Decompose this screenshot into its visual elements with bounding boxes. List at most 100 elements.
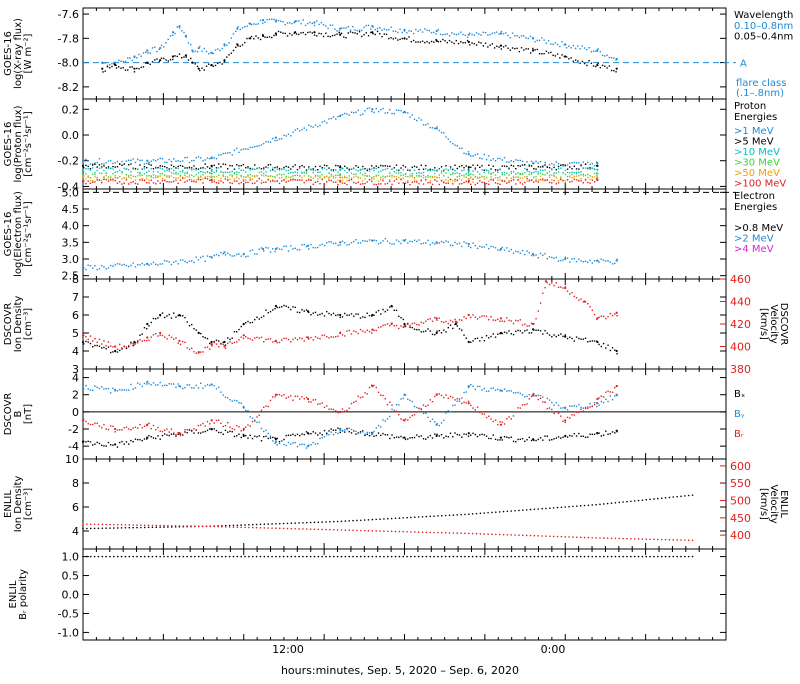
point-mark [573,171,576,174]
point-mark [319,244,321,246]
point-mark [373,178,375,180]
point-mark [193,168,195,170]
point-mark [483,169,485,171]
point-mark [263,175,265,177]
point-mark [193,387,195,389]
point-mark [422,322,425,324]
data-point [197,46,200,50]
point-mark [375,386,377,389]
point-mark [332,408,335,411]
point-mark [503,331,506,333]
point-mark [357,176,359,178]
point-mark [436,422,438,425]
point-mark [420,164,422,167]
legend-entry: Bₓ [734,389,745,400]
point-mark [132,427,134,429]
point-mark [422,412,425,415]
point-mark [380,313,382,315]
point-mark [429,169,431,172]
point-mark [130,177,132,179]
point-mark [391,408,393,411]
point-mark [510,320,512,322]
point-mark [105,178,107,181]
ytick-label: -8.0 [58,57,79,70]
data-point [435,331,438,335]
point-mark [247,175,249,178]
point-mark [362,330,364,332]
point-mark [121,264,123,266]
point-mark [528,180,530,183]
point-mark [551,401,553,404]
point-mark [254,175,256,177]
point-mark [112,165,114,168]
point-mark [580,171,582,173]
point-mark [290,341,292,343]
point-mark [290,308,292,311]
point-mark [101,427,103,429]
point-mark [344,431,346,433]
point-mark [209,423,211,425]
point-mark [278,173,281,175]
point-mark [580,260,582,262]
point-mark [179,315,182,317]
point-mark [233,149,236,151]
point-mark [89,342,92,345]
point-mark [599,51,602,53]
point-mark [359,242,362,244]
point-mark [170,317,173,319]
point-mark [512,392,515,394]
point-mark [112,173,114,175]
line-mark [421,515,424,518]
point-mark [472,407,474,409]
data-point [210,419,213,422]
point-mark [285,434,287,437]
point-mark [330,336,332,338]
point-mark [275,19,277,21]
point-mark [202,255,204,258]
data-point [403,239,406,242]
ytick-label: 3.0 [62,253,80,266]
point-mark [303,243,305,246]
point-mark [255,23,257,26]
point-mark [377,174,380,176]
point-mark [242,429,245,432]
point-mark [416,166,418,168]
point-mark [411,326,413,329]
point-mark [337,412,339,414]
point-mark [467,386,470,389]
point-mark [348,175,350,177]
point-mark [575,405,578,408]
point-mark [582,182,585,184]
point-mark [434,433,436,435]
point-mark [264,36,266,38]
point-mark [157,317,159,319]
point-mark [362,165,364,168]
point-mark [366,393,368,395]
ytick-label: 0.5 [62,570,80,583]
point-mark [195,181,197,183]
point-mark [188,174,191,176]
line-mark [633,500,636,502]
point-mark [384,176,386,179]
point-mark [141,179,143,181]
point-mark [193,351,195,353]
line-mark [433,555,435,558]
point-mark [157,171,159,173]
point-mark [202,160,204,162]
point-mark [119,175,121,178]
data-point [564,257,567,261]
point-mark [254,164,256,166]
point-mark [251,178,254,180]
line-mark [155,555,158,558]
point-mark [413,322,416,324]
point-mark [175,435,177,437]
point-mark [186,171,188,173]
point-mark [96,169,98,172]
point-mark [508,168,510,171]
point-mark [254,253,256,255]
line-mark [278,555,281,558]
point-mark [300,32,302,34]
point-mark [247,337,249,339]
point-mark [285,177,287,179]
